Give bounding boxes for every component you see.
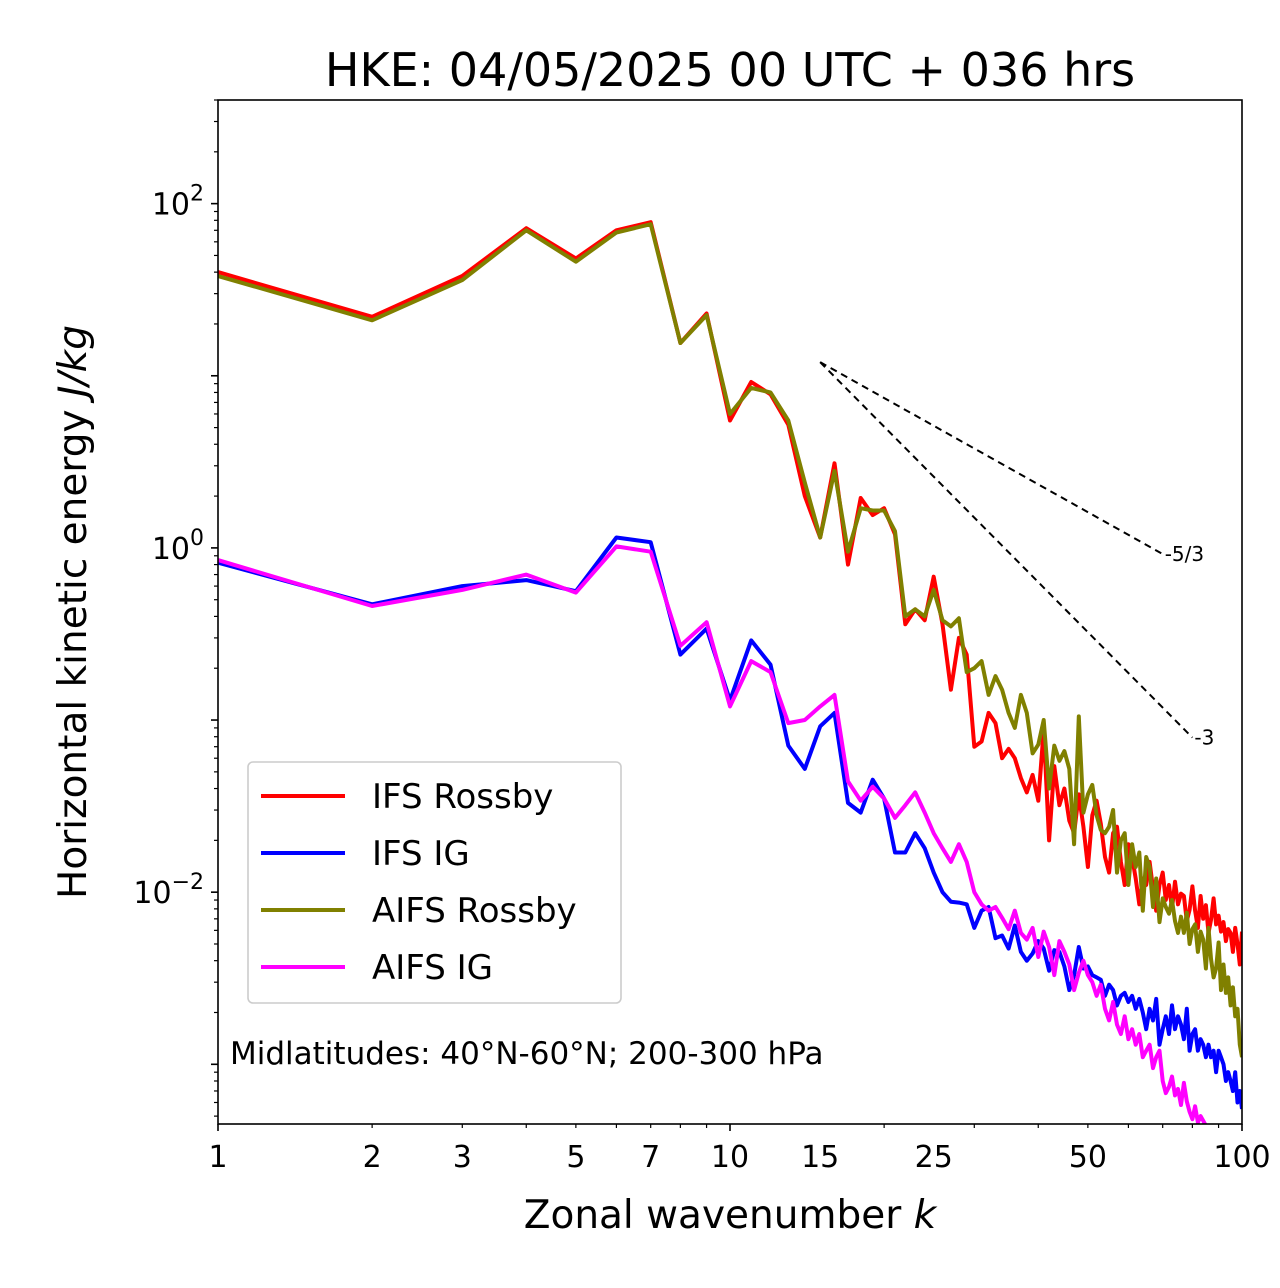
y-axis-label-text: Horizontal kinetic energy — [51, 409, 96, 899]
reference-line-labels: -5/3 -3 — [1165, 542, 1215, 749]
y-axis-label-unit: J/kg — [51, 325, 96, 404]
y-axis-ticks: 102 100 10−2 — [133, 99, 218, 1117]
legend: IFS Rossby IFS IG AIFS Rossby AIFS IG — [247, 761, 622, 1004]
legend-label-1: IFS IG — [372, 834, 470, 874]
reference-line-label-0: -5/3 — [1165, 542, 1204, 566]
x-tick-label: 10 — [711, 1140, 749, 1175]
series-line-3 — [218, 544, 1208, 1124]
x-tick-label: 100 — [1213, 1140, 1270, 1175]
x-axis-label: Zonal wavenumber k — [524, 1193, 938, 1238]
y-tick-label: 100 — [152, 526, 204, 567]
x-tick-label: 15 — [801, 1140, 839, 1175]
y-tick-label: 10−2 — [133, 870, 204, 911]
legend-label-3: AIFS IG — [372, 948, 493, 988]
x-tick-label: 5 — [566, 1140, 585, 1175]
series-line-1 — [218, 535, 1242, 1110]
x-tick-label: 3 — [453, 1140, 472, 1175]
region-annotation: Midlatitudes: 40°N-60°N; 200-300 hPa — [230, 1036, 824, 1072]
y-tick-label: 102 — [152, 182, 204, 223]
legend-box — [247, 761, 622, 1004]
x-axis-ticks: 1 2 3 5 7 10 15 25 50 100 — [208, 1124, 1271, 1175]
legend-label-2: AIFS Rossby — [372, 891, 577, 931]
series-line-2 — [218, 222, 1242, 1058]
series-layer — [218, 220, 1242, 1124]
x-tick-label: 7 — [641, 1140, 660, 1175]
x-axis-label-variable: k — [914, 1193, 938, 1238]
x-tick-label: 2 — [363, 1140, 382, 1175]
x-tick-label: 1 — [208, 1140, 227, 1175]
x-tick-label: 50 — [1069, 1140, 1107, 1175]
reference-lines — [819, 361, 1194, 739]
chart-title: HKE: 04/05/2025 00 UTC + 036 hrs — [325, 43, 1135, 97]
reference-line-1 — [819, 361, 1194, 739]
x-tick-label: 25 — [915, 1140, 953, 1175]
reference-line-label-1: -3 — [1194, 726, 1214, 750]
x-axis-label-text: Zonal wavenumber — [524, 1193, 902, 1238]
y-axis-label: Horizontal kinetic energy J/kg — [51, 325, 96, 899]
legend-label-0: IFS Rossby — [372, 777, 553, 817]
reference-line-0 — [819, 361, 1164, 555]
